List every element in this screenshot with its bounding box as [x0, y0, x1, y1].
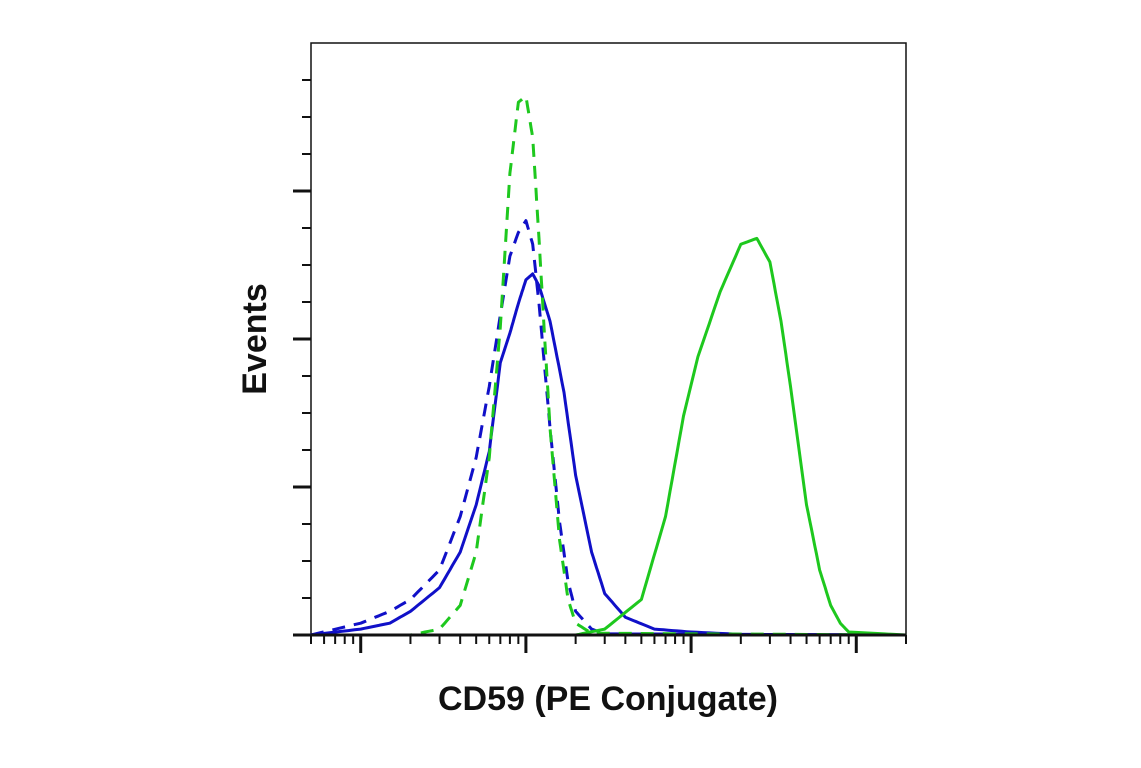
- series-line-3: [311, 94, 907, 637]
- x-axis-label: CD59 (PE Conjugate): [438, 680, 778, 718]
- y-axis-label: Events: [236, 283, 274, 395]
- y-axis-ticks: [293, 79, 311, 637]
- series-line-4: [311, 236, 907, 637]
- histogram-series: [310, 94, 907, 637]
- plot-frame: [310, 42, 907, 636]
- series-line-2: [310, 219, 907, 637]
- x-axis-ticks: [310, 635, 907, 653]
- series-line-1: [310, 272, 907, 637]
